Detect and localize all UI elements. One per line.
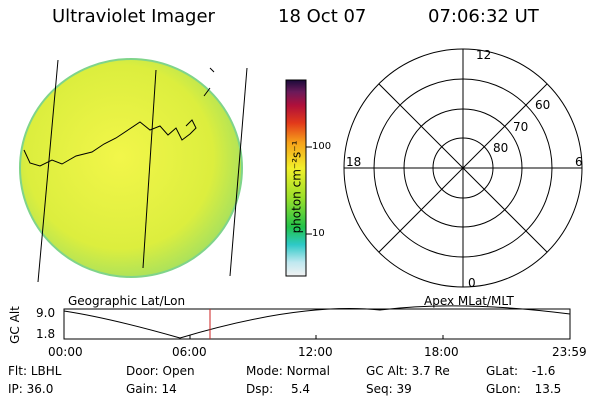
status-door: Door: Open xyxy=(126,364,195,378)
polar-label-mlt-0: 0 xyxy=(468,276,476,290)
polar-label-lat-70: 70 xyxy=(513,120,528,134)
status-flt: Flt: LBHL xyxy=(8,364,61,378)
polar-label-lat-80: 80 xyxy=(493,141,508,155)
altitude-ytick-bottom: 1.8 xyxy=(36,327,55,341)
status-glon: GLon: 13.5 xyxy=(486,382,561,396)
altitude-ytick-top: 9.0 xyxy=(36,306,55,320)
apex-label: Apex MLat/MLT xyxy=(424,294,514,308)
polar-label-mlt-18: 18 xyxy=(346,155,361,169)
status-gc-alt: GC Alt: 3.7 Re xyxy=(366,364,450,378)
x-tick-label: 12:00 xyxy=(298,345,333,359)
x-tick-label: 18:00 xyxy=(424,345,459,359)
polar-label-mlt-12: 12 xyxy=(476,48,491,62)
status-gain: Gain: 14 xyxy=(126,382,177,396)
status-glat: GLat: -1.6 xyxy=(486,364,555,378)
polar-label-mlt-6: 6 xyxy=(575,155,583,169)
x-tick-label: 23:59 xyxy=(552,345,587,359)
status-seq: Seq: 39 xyxy=(366,382,412,396)
status-mode: Mode: Normal xyxy=(246,364,330,378)
earth-disk xyxy=(20,59,242,277)
status-dsp: Dsp: 5.4 xyxy=(246,382,310,396)
polar-plot xyxy=(344,49,582,287)
colorbar-tick-label: 100 xyxy=(312,141,331,152)
colorbar-unit-label: photon cm⁻²s⁻¹ xyxy=(289,141,303,234)
geographic-label: Geographic Lat/Lon xyxy=(68,294,185,308)
colorbar-tick-label: 10 xyxy=(312,228,325,239)
x-tick-label: 06:00 xyxy=(172,345,207,359)
uv-image-panel xyxy=(20,59,247,282)
altitude-plot-frame xyxy=(64,309,570,339)
altitude-ylabel: GC Alt xyxy=(8,306,22,344)
polar-label-lat-60: 60 xyxy=(535,98,550,112)
status-ip: IP: 36.0 xyxy=(8,382,53,396)
x-tick-label: 00:00 xyxy=(48,345,83,359)
altitude-plot xyxy=(64,306,570,339)
